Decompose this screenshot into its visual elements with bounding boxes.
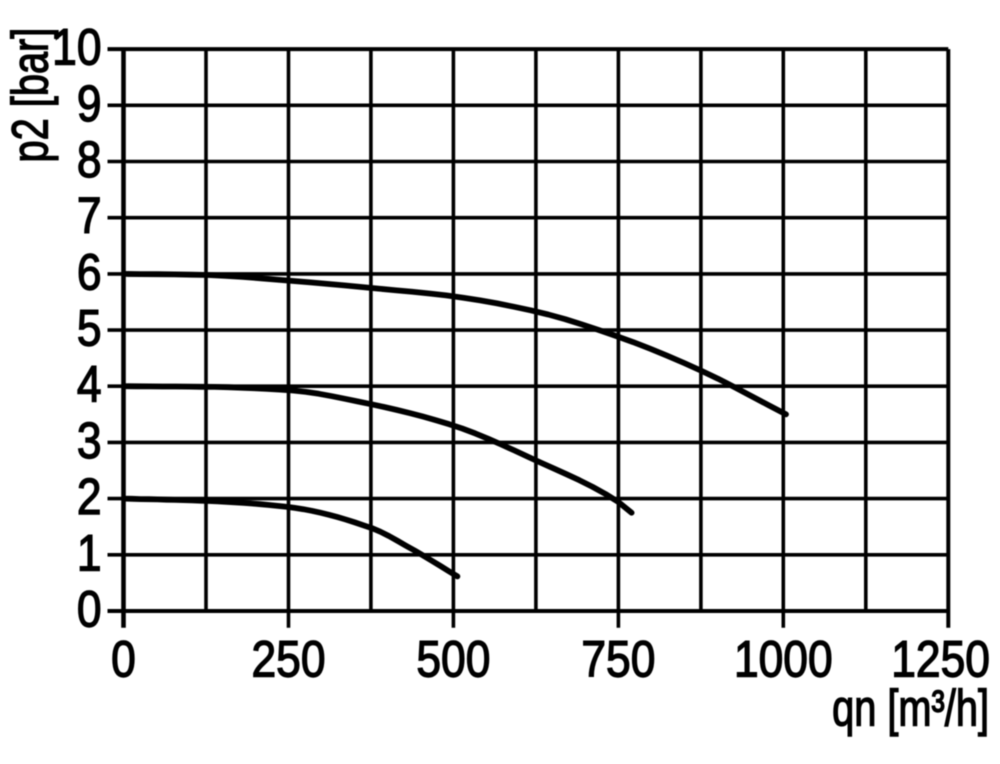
svg-text:500: 500	[416, 632, 490, 689]
svg-text:qn [m³/h]: qn [m³/h]	[832, 680, 989, 737]
svg-text:7: 7	[77, 188, 102, 245]
svg-text:4: 4	[77, 357, 102, 414]
svg-text:5: 5	[77, 301, 102, 358]
svg-text:10: 10	[52, 20, 101, 77]
svg-text:6: 6	[77, 245, 102, 302]
svg-text:2: 2	[77, 469, 102, 526]
svg-text:250: 250	[251, 632, 325, 689]
svg-text:1250: 1250	[891, 632, 990, 689]
svg-text:0: 0	[111, 632, 136, 689]
svg-text:0: 0	[77, 582, 102, 639]
svg-text:1: 1	[77, 525, 102, 582]
svg-text:1000: 1000	[734, 632, 833, 689]
svg-text:p2 [bar]: p2 [bar]	[2, 28, 59, 163]
svg-text:750: 750	[581, 632, 655, 689]
svg-text:8: 8	[77, 132, 102, 189]
svg-text:9: 9	[77, 76, 102, 133]
svg-text:3: 3	[77, 413, 102, 470]
